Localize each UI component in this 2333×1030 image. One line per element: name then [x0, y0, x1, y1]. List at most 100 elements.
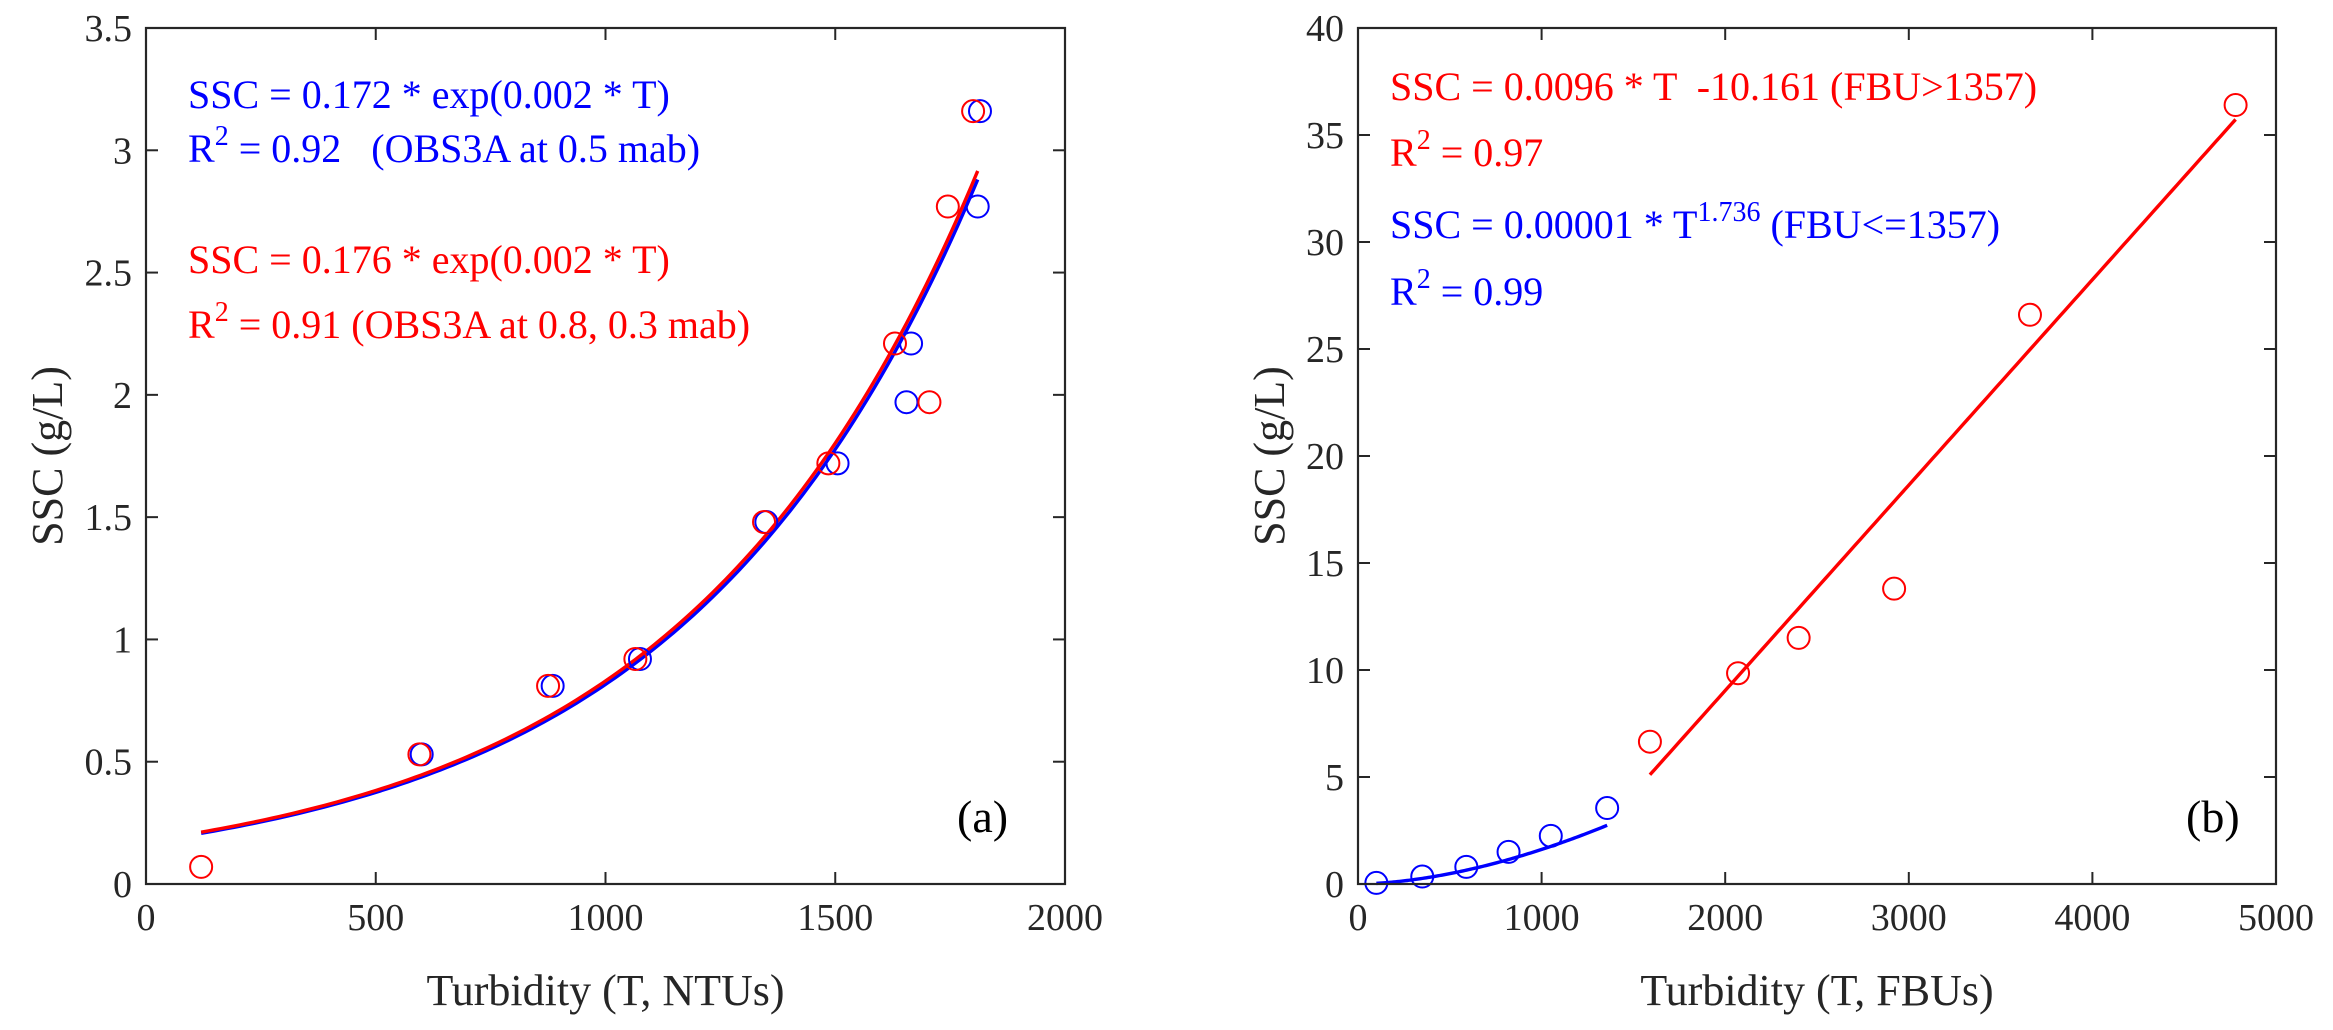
- panel-a-y-axis-title: SSC (g/L): [23, 366, 72, 546]
- panel-b-r2-blue-sup: 2: [1417, 264, 1431, 295]
- panel-b-r2-red-rest: = 0.97: [1431, 130, 1544, 175]
- panel-a-point-blue: [899, 331, 924, 356]
- panel-b-axes-frame: [1356, 26, 2278, 886]
- panel-a-point-red: [752, 510, 777, 535]
- panel-a-point-blue: [967, 99, 992, 124]
- panel-b-equation-blue-pre: SSC = 0.00001 * T: [1390, 202, 1697, 247]
- panel-a-data-points: [189, 99, 992, 879]
- panel-a-x-tick-label: 1000: [568, 897, 644, 939]
- panel-a-y-tick-label: 3: [113, 130, 132, 172]
- panel-b-equation-blue: SSC = 0.00001 * T1.736 (FBU<=1357): [1390, 197, 2000, 247]
- panel-b-x-tick-labels: 0 1000 2000 3000 4000 5000: [1349, 897, 2315, 939]
- panel-b-y-tick-labels: 0 5 10 15 20 25 30 35 40: [1306, 8, 1344, 906]
- panel-a-point-blue: [540, 673, 565, 698]
- panel-a-point-red: [189, 854, 214, 879]
- panel-a-y-tick-label: 1.5: [85, 497, 133, 539]
- panel-a-point-blue: [754, 510, 779, 535]
- panel-b-equation-blue-exponent: 1.736: [1697, 197, 1760, 228]
- panel-b-x-tick-label: 1000: [1504, 897, 1580, 939]
- panel-a-point-red: [536, 673, 561, 698]
- panel-b-y-tick-label: 30: [1306, 222, 1344, 264]
- panel-b-equation-red-text: SSC = 0.0096 * T -10.161 (FBU>1357): [1390, 64, 2037, 109]
- panel-b-x-tick-label: 2000: [1687, 897, 1763, 939]
- panel-a-axes-frame: [144, 26, 1067, 886]
- panel-b-point-blue: [1538, 823, 1563, 848]
- panel-b-y-tick-label: 25: [1306, 329, 1344, 371]
- panel-b-point-blue: [1410, 864, 1435, 889]
- panel-b-r2-blue: R2 = 0.99: [1390, 264, 1543, 314]
- panel-b-point-red: [1726, 661, 1751, 686]
- panel-a-point-red: [407, 742, 432, 767]
- panel-b-y-tick-label: 10: [1306, 650, 1344, 692]
- panel-a-r2-blue-prefix: R: [188, 126, 215, 171]
- panel-b-fit-red: [1648, 118, 2237, 776]
- panel-a-x-tick-labels: 0 500 1000 1500 2000: [137, 897, 1104, 939]
- panel-a-point-blue: [825, 451, 850, 476]
- panel-b-y-tick-label: 40: [1306, 8, 1344, 50]
- panel-a-point-red: [623, 646, 648, 671]
- panel-a-y-tick-label: 2: [113, 375, 132, 417]
- panel-a-point-blue: [409, 742, 434, 767]
- panel-a-x-tick-label: 500: [347, 897, 404, 939]
- panel-a-x-axis-title: Turbidity (T, NTUs): [426, 966, 784, 1015]
- panel-a-y-tick-label: 0: [113, 864, 132, 906]
- panel-a-y-tick-labels: 0 0.5 1 1.5 2 2.5 3 3.5: [85, 8, 133, 906]
- panel-a-y-tick-label: 1: [113, 619, 132, 661]
- panel-b-point-blue: [1454, 854, 1479, 879]
- panel-b-r2-blue-rest: = 0.99: [1431, 269, 1544, 314]
- panel-a: 0 500 1000 1500 2000 0 0.5 1 1.5 2 2.5 3 3.5 Turbid…: [23, 8, 1103, 1015]
- panel-b-equation-red: SSC = 0.0096 * T -10.161 (FBU>1357): [1390, 64, 2037, 109]
- panel-b: 0 1000 2000 3000 4000 5000 0 5 10 15 20 25 30 35 40 T…: [1245, 8, 2314, 1015]
- panel-b-r2-red: R2 = 0.97: [1390, 125, 1543, 175]
- panel-b-y-tick-label: 0: [1325, 864, 1344, 906]
- panel-a-point-red: [882, 331, 907, 356]
- panel-b-fit-blue: [1376, 823, 1608, 886]
- panel-b-point-blue: [1595, 796, 1620, 821]
- panel-b-y-tick-label: 20: [1306, 436, 1344, 478]
- panel-b-label: (b): [2186, 791, 2240, 842]
- panel-b-point-red: [2223, 93, 2248, 118]
- panel-b-x-axis-title: Turbidity (T, FBUs): [1640, 966, 1993, 1015]
- panel-b-x-tick-label: 0: [1349, 897, 1368, 939]
- panel-b-fit-curves: [1376, 118, 2237, 886]
- panel-a-r2-red: R2 = 0.91 (OBS3A at 0.8, 0.3 mab): [188, 297, 750, 347]
- panel-a-r2-blue-rest: = 0.92 (OBS3A at 0.5 mab): [229, 126, 700, 171]
- panel-b-x-tick-label: 5000: [2238, 897, 2314, 939]
- panel-b-point-red: [2017, 302, 2042, 327]
- panel-a-y-tick-label: 3.5: [85, 8, 133, 50]
- panel-a-equation-blue-text: SSC = 0.172 * exp(0.002 * T): [188, 72, 670, 117]
- panel-b-y-axis-title: SSC (g/L): [1245, 366, 1294, 546]
- panel-b-point-red: [1786, 625, 1811, 650]
- panel-b-equation-blue-post: (FBU<=1357): [1760, 202, 2000, 247]
- panel-a-fit-red: [200, 170, 980, 834]
- panel-b-point-red: [1637, 729, 1662, 754]
- panel-a-r2-red-sup: 2: [215, 297, 229, 328]
- panel-a-label: (a): [957, 791, 1008, 842]
- panel-a-x-tick-label: 0: [137, 897, 156, 939]
- panel-a-equation-red-text: SSC = 0.176 * exp(0.002 * T): [188, 237, 670, 282]
- panel-a-x-tick-label: 1500: [797, 897, 873, 939]
- panel-a-point-red: [935, 194, 960, 219]
- panel-b-point-red: [1882, 576, 1907, 601]
- panel-a-y-tick-label: 0.5: [85, 742, 133, 784]
- panel-a-point-blue: [894, 390, 919, 415]
- panel-b-point-blue: [1496, 839, 1521, 864]
- panel-a-point-red: [917, 390, 942, 415]
- panel-b-y-tick-label: 35: [1306, 115, 1344, 157]
- panel-b-r2-blue-prefix: R: [1390, 269, 1417, 314]
- panel-b-y-tick-label: 5: [1325, 757, 1344, 799]
- panel-a-r2-blue: R2 = 0.92 (OBS3A at 0.5 mab): [188, 121, 700, 171]
- panel-b-r2-red-prefix: R: [1390, 130, 1417, 175]
- panel-a-x-tick-label: 2000: [1027, 897, 1103, 939]
- panel-b-x-tick-label: 4000: [2054, 897, 2130, 939]
- panel-a-r2-blue-sup: 2: [215, 121, 229, 152]
- panel-b-x-tick-label: 3000: [1871, 897, 1947, 939]
- panel-b-r2-red-sup: 2: [1417, 125, 1431, 156]
- panel-a-equation-blue: SSC = 0.172 * exp(0.002 * T): [188, 72, 670, 117]
- panel-a-equation-red: SSC = 0.176 * exp(0.002 * T): [188, 237, 670, 282]
- panel-a-point-blue: [965, 194, 990, 219]
- panel-a-point-red: [816, 451, 841, 476]
- panel-a-y-tick-label: 2.5: [85, 253, 133, 295]
- panel-a-fit-curves: [200, 170, 980, 835]
